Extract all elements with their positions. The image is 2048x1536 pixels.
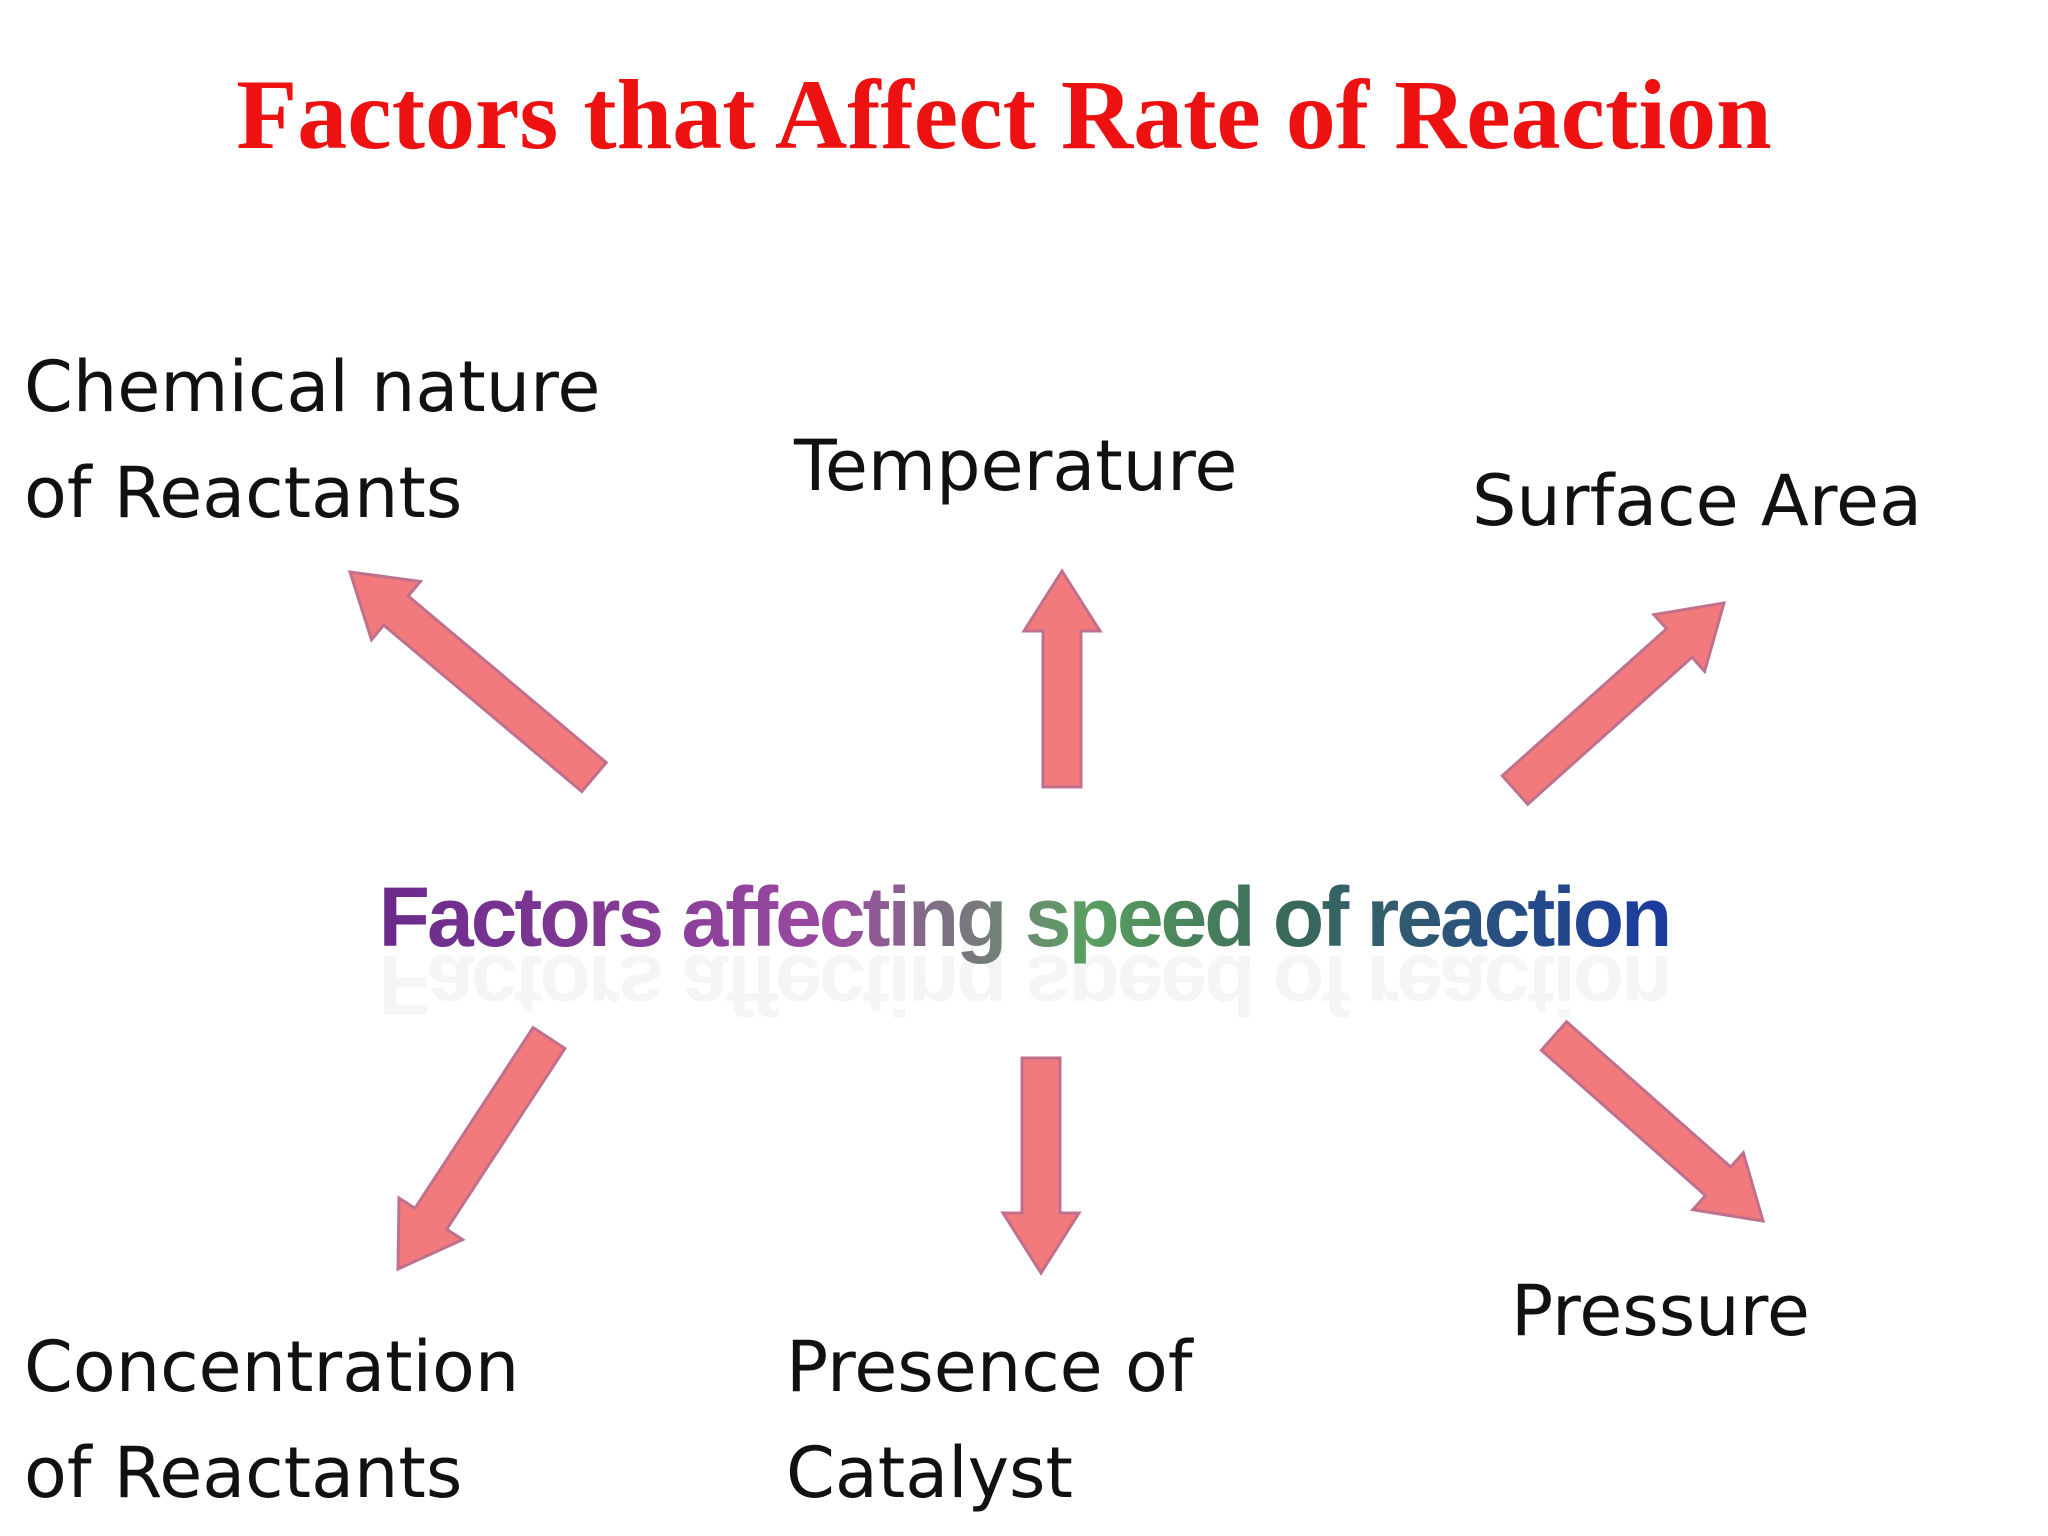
center-reflection: Factors affecting speed of reaction (379, 938, 1670, 1032)
arrow (1539, 1019, 1766, 1223)
arrow (1000, 1056, 1082, 1276)
title: Factors that Affect Rate of Reaction (236, 59, 1772, 170)
arrow (1500, 601, 1727, 807)
node-label: Temperature (793, 425, 1237, 507)
node-label: Concentration (24, 1326, 519, 1408)
node-label: Surface Area (1472, 460, 1922, 542)
node-label: Pressure (1511, 1270, 1810, 1352)
center-label: Factors affecting speed of reaction (379, 870, 1670, 964)
node-label: of Reactants (24, 1432, 462, 1514)
arrow (1021, 568, 1103, 789)
node-label: Catalyst (786, 1432, 1073, 1514)
arrow (347, 570, 609, 794)
node-label: of Reactants (24, 452, 462, 534)
node-label: Presence of (786, 1326, 1194, 1408)
node-label: Chemical nature (24, 346, 600, 428)
arrow (396, 1025, 567, 1272)
